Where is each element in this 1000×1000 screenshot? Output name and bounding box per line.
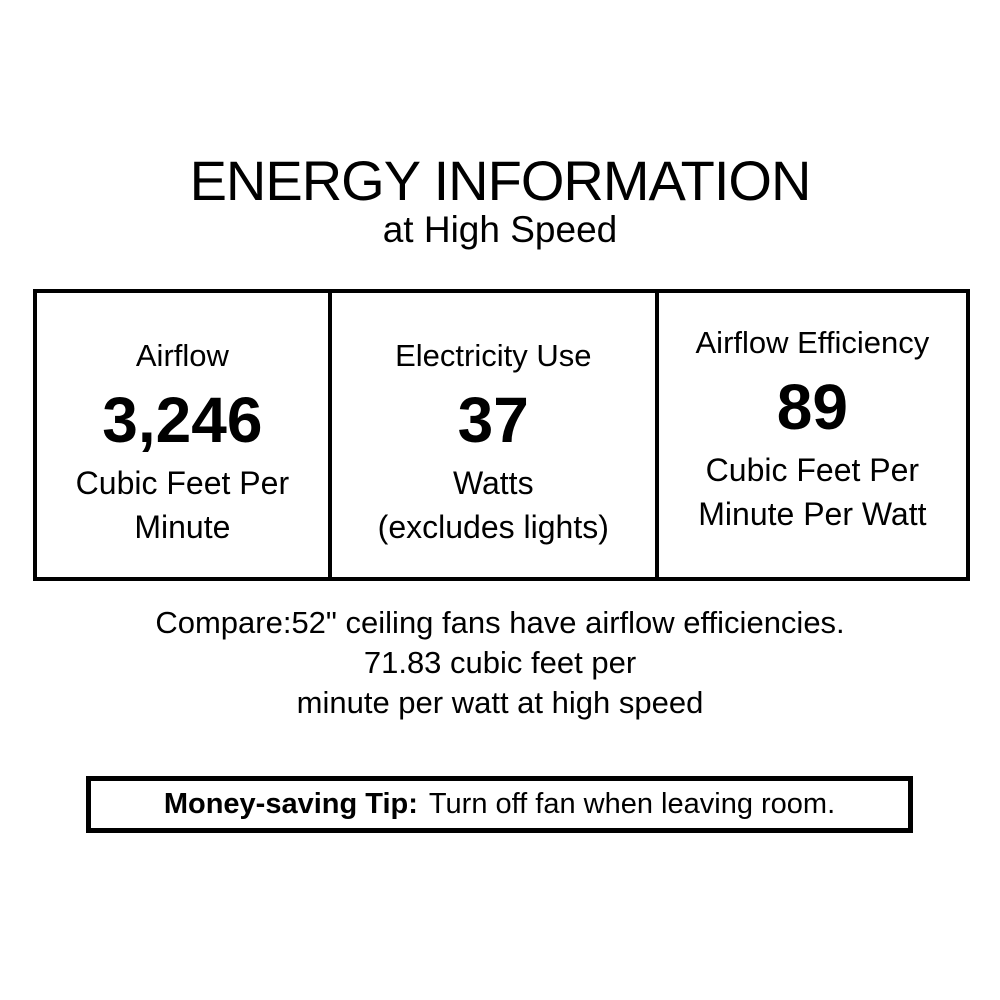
airflow-units-line-2: Minute [134,509,231,546]
compare-line-3: minute per watt at high speed [296,685,704,720]
table-cell-electricity-use: Electricity Use 37 Watts (excludes light… [327,293,655,577]
money-saving-tip-text: Turn off fan when leaving room. [428,788,836,820]
electricity-use-header: Electricity Use [395,338,592,373]
compare-statement: Compare:52" ceiling fans have airflow ef… [0,603,1000,723]
electricity-use-units-line-1: Watts [452,465,534,502]
airflow-efficiency-units-line-1: Cubic Feet Per [705,452,920,489]
airflow-header: Airflow [135,338,229,373]
money-saving-tip-label: Money-saving Tip: [163,788,418,820]
airflow-efficiency-units: Cubic Feet Per Minute Per Watt [659,448,966,536]
compare-line-1: Compare:52" ceiling fans have airflow ef… [155,605,845,640]
electricity-use-value: 37 [457,384,529,457]
airflow-efficiency-value: 89 [776,371,848,444]
airflow-efficiency-units-line-2: Minute Per Watt [698,496,927,533]
airflow-value: 3,246 [102,384,263,457]
money-saving-tip-box: Money-saving Tip: Turn off fan when leav… [86,776,913,833]
compare-line-2: 71.83 cubic feet per [363,645,637,680]
table-cell-airflow: Airflow 3,246 Cubic Feet Per Minute [37,293,328,577]
airflow-units: Cubic Feet Per Minute [37,461,328,549]
page-title: ENERGY INFORMATION [189,149,812,212]
table-cell-airflow-efficiency: Airflow Efficiency 89 Cubic Feet Per Min… [654,293,966,577]
energy-info-table: Airflow 3,246 Cubic Feet Per Minute Elec… [33,289,970,581]
electricity-use-units: Watts (excludes lights) [332,461,655,549]
airflow-units-line-1: Cubic Feet Per [75,465,290,502]
page-subtitle: at High Speed [382,209,618,250]
airflow-efficiency-header: Airflow Efficiency [695,325,930,360]
electricity-use-units-line-2: (excludes lights) [377,509,609,546]
